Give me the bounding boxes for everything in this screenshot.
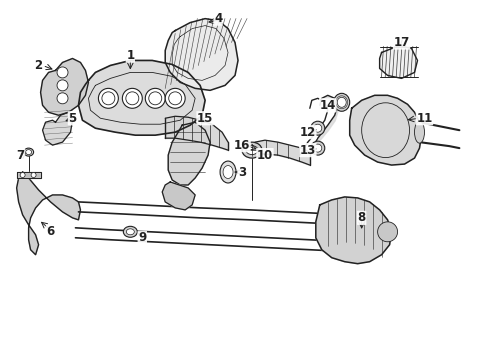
- Circle shape: [311, 141, 325, 155]
- Polygon shape: [380, 45, 417, 78]
- Circle shape: [126, 92, 139, 105]
- Circle shape: [311, 121, 325, 135]
- Text: 8: 8: [358, 211, 366, 224]
- Circle shape: [57, 80, 68, 91]
- Text: 3: 3: [238, 166, 246, 179]
- Circle shape: [378, 222, 397, 242]
- Text: 13: 13: [300, 144, 316, 157]
- Polygon shape: [316, 197, 392, 264]
- Ellipse shape: [123, 226, 137, 237]
- Text: 2: 2: [34, 59, 43, 72]
- Text: 5: 5: [69, 112, 76, 125]
- Ellipse shape: [337, 97, 346, 107]
- Polygon shape: [41, 58, 89, 115]
- Text: 11: 11: [416, 112, 433, 125]
- Circle shape: [31, 172, 36, 177]
- Polygon shape: [17, 172, 41, 178]
- Circle shape: [169, 92, 182, 105]
- Ellipse shape: [415, 121, 424, 143]
- Ellipse shape: [24, 148, 34, 156]
- Polygon shape: [165, 19, 238, 90]
- Text: 9: 9: [138, 231, 147, 244]
- Circle shape: [98, 88, 119, 108]
- Circle shape: [57, 93, 68, 104]
- Ellipse shape: [126, 229, 134, 235]
- Polygon shape: [168, 122, 210, 185]
- Ellipse shape: [25, 150, 32, 154]
- Ellipse shape: [220, 161, 236, 183]
- Polygon shape: [43, 112, 73, 145]
- Polygon shape: [17, 172, 80, 255]
- Ellipse shape: [223, 166, 233, 179]
- Text: 10: 10: [257, 149, 273, 162]
- Circle shape: [102, 92, 115, 105]
- Ellipse shape: [242, 142, 262, 158]
- Circle shape: [145, 88, 165, 108]
- Ellipse shape: [246, 146, 258, 154]
- Text: 15: 15: [197, 112, 213, 125]
- Circle shape: [314, 144, 322, 152]
- Polygon shape: [78, 60, 205, 135]
- Circle shape: [122, 88, 142, 108]
- Circle shape: [165, 88, 185, 108]
- Text: 12: 12: [300, 126, 316, 139]
- Circle shape: [57, 67, 68, 78]
- Text: 7: 7: [17, 149, 24, 162]
- Text: 1: 1: [126, 49, 134, 62]
- Text: 14: 14: [319, 99, 336, 112]
- Text: 6: 6: [47, 225, 55, 238]
- Polygon shape: [162, 182, 195, 210]
- Text: 16: 16: [234, 139, 250, 152]
- Circle shape: [149, 92, 162, 105]
- Circle shape: [20, 172, 25, 177]
- Text: 17: 17: [393, 36, 410, 49]
- Ellipse shape: [334, 93, 350, 111]
- Circle shape: [314, 124, 322, 132]
- Text: 4: 4: [214, 12, 222, 25]
- Polygon shape: [350, 95, 421, 165]
